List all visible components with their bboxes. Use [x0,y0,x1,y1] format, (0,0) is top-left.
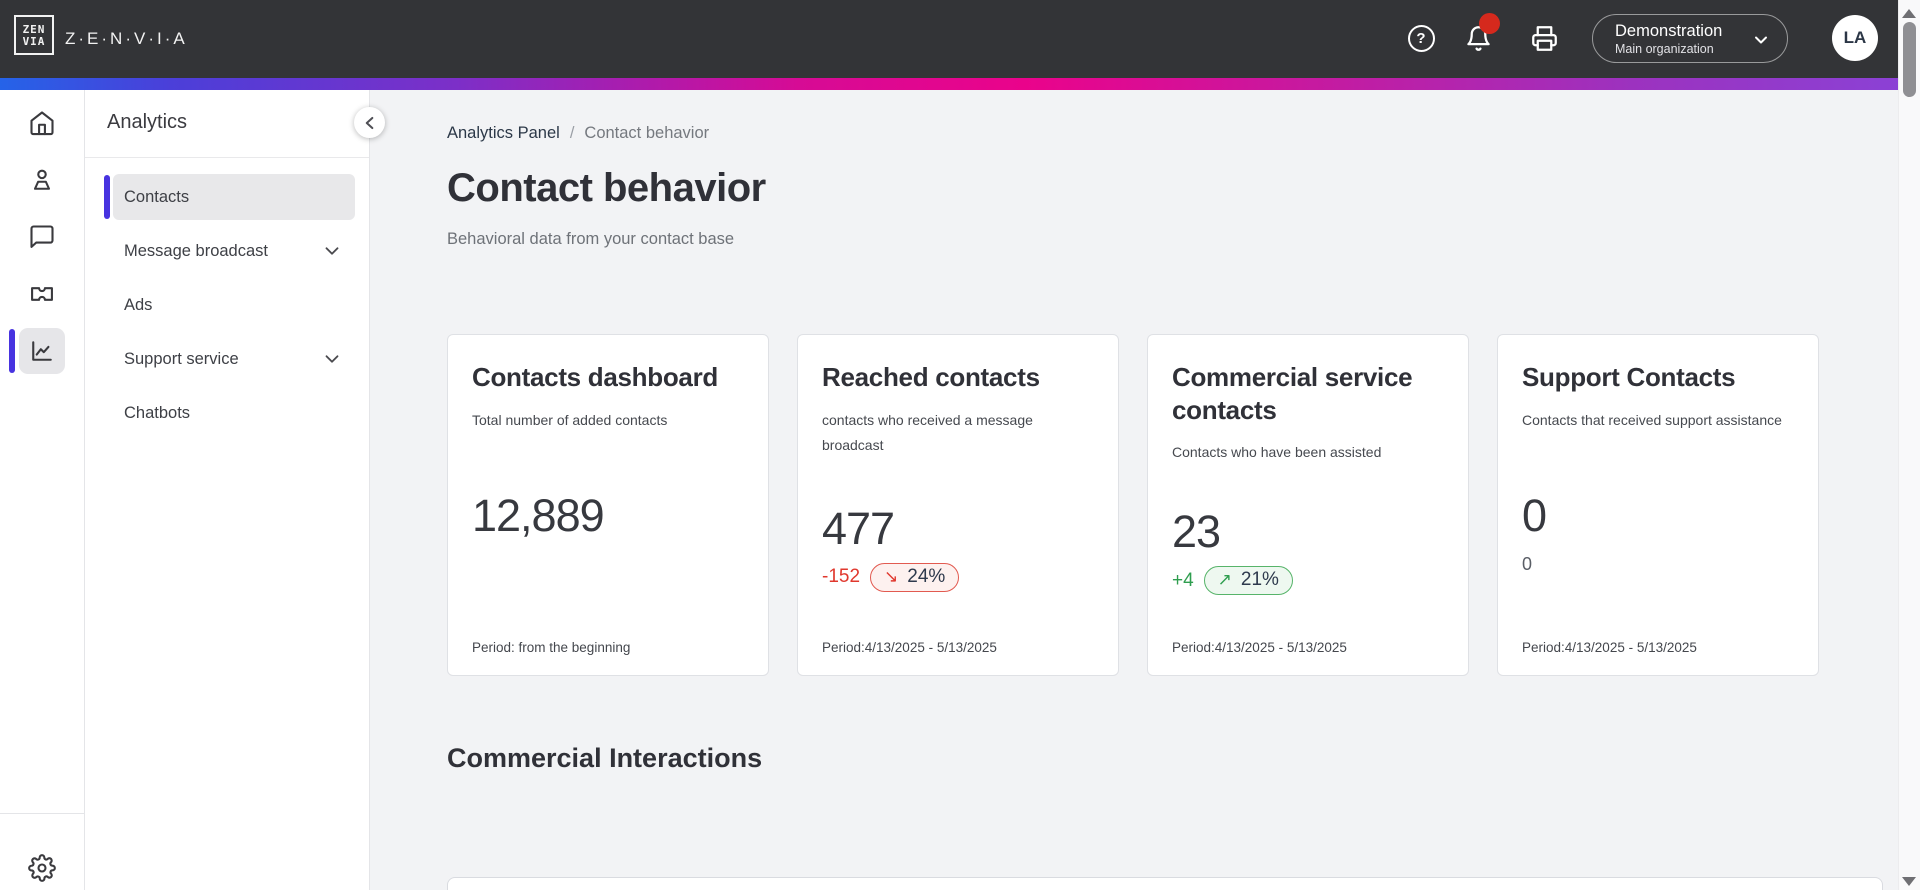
rail-item-tickets[interactable] [19,271,65,317]
card-value: 23 [1172,506,1221,558]
page-title: Contact behavior [447,166,766,210]
rail-item-settings[interactable] [19,845,65,890]
organization-subtitle: Main organization [1615,41,1714,56]
delta-value: -152 [822,566,861,588]
sidebar-collapse-button[interactable] [354,107,385,138]
sidebar-title: Analytics [107,111,188,133]
delta-percent: 21% [1240,569,1279,591]
card-title: Contacts dashboard [472,362,718,392]
card-delta: -152 ↘ 24% [822,561,1094,593]
sidebar-item-label: Support service [124,349,239,368]
person-icon [33,169,51,190]
delta-value: 0 [1522,553,1533,574]
trend-up-icon: ↗ [1217,570,1232,590]
analytics-sidebar: Analytics Contacts Message broadcast Ads… [85,90,370,890]
sidebar-item-label: Chatbots [124,403,191,422]
home-icon [30,111,54,136]
breadcrumb: Analytics Panel / Contact behavior [447,124,709,143]
content-row: Analytics Contacts Message broadcast Ads… [0,90,1898,890]
zenvia-logo-icon[interactable]: ZEN VIA [14,15,54,55]
card-value: 477 [822,502,895,554]
chart-icon [32,341,52,361]
card-title: Support Contacts [1522,362,1736,392]
delta-value: +4 [1172,569,1194,591]
chat-icon [30,225,54,248]
nav-rail [0,90,85,890]
rail-item-conversations[interactable] [19,214,65,260]
sidebar-item-support-service[interactable]: Support service [113,336,355,382]
card-description: Contacts that received support assistanc… [1522,411,1782,428]
chevron-down-icon [325,247,339,255]
trend-badge: ↗ 21% [1203,566,1293,596]
sidebar-item-message-broadcast[interactable]: Message broadcast [113,228,355,274]
card-delta: +4 ↗ 21% [1172,565,1444,597]
main-panel: Analytics Panel / Contact behavior Conta… [370,90,1898,890]
breadcrumb-separator: / [569,124,575,142]
organization-switcher[interactable]: Demonstration Main organization [1592,14,1788,63]
card-title: Reached contacts [822,362,1040,392]
chevron-down-icon [1755,36,1767,44]
card-contacts-dashboard: Contacts dashboard Total number of added… [447,334,769,676]
scrollbar-thumb[interactable] [1903,22,1916,97]
card-period: Period:4/13/2025 - 5/13/2025 [822,640,997,655]
logo-mark-top: ZEN [22,22,46,36]
sidebar-item-ads[interactable]: Ads [113,282,355,328]
sidebar-item-contacts[interactable]: Contacts [104,174,355,220]
top-header: ZEN VIA Z·E·N·V·I·A ? Demonstration Main… [0,0,1898,78]
breadcrumb-current: Contact behavior [584,124,710,142]
card-description: Total number of added contacts [472,411,668,428]
sidebar-item-label: Message broadcast [124,241,268,260]
help-button[interactable]: ? [1407,24,1435,52]
print-button[interactable] [1530,24,1558,52]
card-description: contacts who received a message broadcas… [822,411,1033,453]
printer-icon [1531,25,1557,51]
breadcrumb-parent-link[interactable]: Analytics Panel [447,124,560,142]
organization-name: Demonstration [1615,21,1723,40]
card-period: Period:4/13/2025 - 5/13/2025 [1172,640,1347,655]
sidebar-divider [85,157,369,158]
kpi-cards-row: Contacts dashboard Total number of added… [447,334,1819,676]
card-reached-contacts: Reached contacts contacts who received a… [797,334,1119,676]
card-value: 0 [1522,490,1547,542]
logo-mark-bottom: VIA [22,34,46,48]
card-title: Commercial service contacts [1172,362,1413,425]
rail-divider [0,813,84,814]
gear-icon [28,854,56,882]
card-value: 12,889 [472,490,605,542]
card-description: Contacts who have been assisted [1172,444,1382,460]
page-scrollbar [1898,0,1920,890]
trend-badge: ↘ 24% [870,562,960,592]
section-title-commercial-interactions: Commercial Interactions [447,743,763,773]
rail-item-home[interactable] [19,100,65,146]
sidebar-item-label: Ads [124,295,153,314]
scrollbar-up-arrow[interactable] [1902,9,1916,18]
help-icon: ? [1407,24,1435,52]
commercial-interactions-card [447,877,1883,890]
scrollbar-down-arrow[interactable] [1902,877,1916,886]
sidebar-item-chatbots[interactable]: Chatbots [113,390,355,436]
rail-item-contacts[interactable] [19,157,65,203]
chevron-down-icon [325,355,339,363]
card-period: Period: from the beginning [472,640,631,655]
card-delta: 0 [1522,548,1794,580]
card-commercial-service-contacts: Commercial service contacts Contacts who… [1147,334,1469,676]
delta-percent: 24% [907,565,946,587]
sidebar-item-label: Contacts [124,187,190,206]
brand-gradient-bar [0,78,1898,90]
ticket-icon [31,287,53,301]
zenvia-wordmark: Z·E·N·V·I·A [65,29,188,48]
chevron-left-icon [365,116,373,129]
trend-down-icon: ↘ [884,566,899,586]
notification-badge [1479,13,1500,34]
card-support-contacts: Support Contacts Contacts that received … [1497,334,1819,676]
avatar[interactable]: LA [1832,15,1878,61]
card-period: Period:4/13/2025 - 5/13/2025 [1522,640,1697,655]
rail-item-analytics[interactable] [8,328,65,374]
page-subtitle: Behavioral data from your contact base [447,230,735,248]
